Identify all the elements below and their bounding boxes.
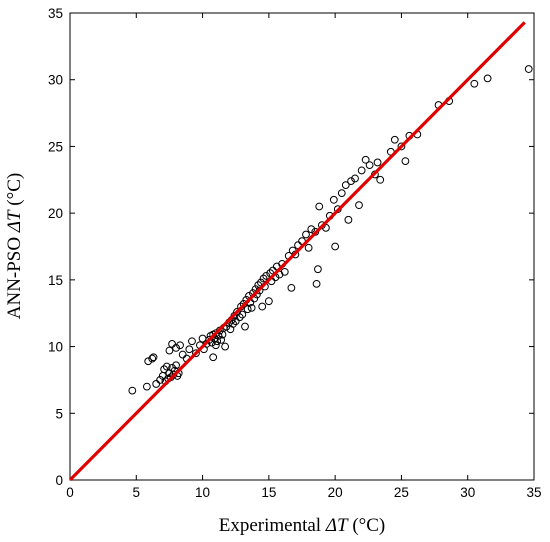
data-point bbox=[188, 337, 196, 346]
data-point bbox=[376, 175, 385, 184]
data-point bbox=[314, 265, 322, 274]
data-point bbox=[361, 155, 370, 164]
data-point bbox=[341, 181, 350, 190]
x-axis-title-prefix: Experimental bbox=[219, 515, 326, 536]
data-point bbox=[397, 142, 406, 151]
y-axis-title: ANN-PSO ΔT (°C) bbox=[4, 173, 25, 320]
data-point bbox=[176, 341, 184, 350]
data-point bbox=[390, 135, 399, 144]
data-point bbox=[205, 336, 214, 344]
y-tick-label: 25 bbox=[48, 139, 63, 154]
x-tick-label: 10 bbox=[195, 485, 210, 500]
data-point bbox=[347, 177, 355, 186]
data-point bbox=[128, 386, 137, 395]
y-axis-title-symbol: ΔT bbox=[4, 209, 25, 233]
data-point bbox=[483, 74, 492, 83]
data-point bbox=[351, 174, 359, 183]
data-point bbox=[209, 353, 218, 362]
data-point bbox=[264, 297, 273, 306]
data-point bbox=[235, 313, 244, 322]
data-point bbox=[185, 345, 194, 354]
data-point bbox=[156, 376, 165, 384]
data-point bbox=[213, 337, 222, 346]
data-point bbox=[172, 344, 180, 352]
x-tick-label: 5 bbox=[133, 485, 141, 500]
data-point bbox=[315, 202, 324, 211]
data-point bbox=[470, 79, 479, 88]
x-tick-label: 15 bbox=[261, 485, 276, 500]
y-tick-label: 30 bbox=[48, 73, 63, 88]
data-point bbox=[337, 189, 346, 198]
data-point bbox=[211, 341, 220, 350]
x-tick-labels: 0 5 10 15 20 25 30 35 bbox=[66, 485, 541, 500]
data-point bbox=[238, 310, 247, 319]
reference-line bbox=[68, 21, 526, 482]
data-point bbox=[241, 322, 249, 331]
data-point bbox=[247, 303, 256, 312]
y-tick-label: 10 bbox=[48, 340, 63, 355]
x-tick-label: 35 bbox=[526, 485, 541, 500]
data-point bbox=[373, 158, 382, 167]
data-point bbox=[307, 225, 316, 234]
data-point bbox=[178, 350, 187, 359]
data-point bbox=[344, 215, 353, 224]
data-point bbox=[259, 274, 268, 283]
data-point bbox=[149, 353, 158, 362]
data-point bbox=[221, 342, 230, 351]
data-point bbox=[365, 161, 374, 170]
y-axis-title-prefix: ANN-PSO bbox=[4, 232, 25, 319]
x-tick-label: 30 bbox=[460, 485, 475, 500]
data-point bbox=[231, 317, 240, 326]
x-axis-title-symbol: ΔT bbox=[325, 515, 349, 536]
y-tick-label: 20 bbox=[48, 206, 63, 221]
y-tick-label: 35 bbox=[48, 6, 63, 21]
data-point bbox=[160, 365, 169, 374]
x-tick-label: 20 bbox=[328, 485, 343, 500]
data-point bbox=[331, 242, 340, 251]
data-point bbox=[172, 361, 180, 370]
data-point bbox=[168, 340, 176, 348]
data-point bbox=[357, 166, 366, 175]
data-point bbox=[401, 157, 410, 166]
data-point bbox=[262, 271, 271, 280]
data-point bbox=[287, 283, 296, 292]
data-point bbox=[142, 382, 151, 391]
y-tick-label: 15 bbox=[48, 273, 63, 288]
data-point bbox=[280, 267, 289, 276]
data-point bbox=[217, 336, 226, 344]
y-tick-label: 5 bbox=[55, 406, 63, 421]
data-point bbox=[192, 349, 200, 358]
data-point bbox=[152, 380, 161, 388]
y-axis-title-suffix: (°C) bbox=[4, 173, 25, 211]
x-tick-label: 0 bbox=[66, 485, 74, 500]
data-point bbox=[524, 65, 533, 73]
y-tick-labels: 0 5 10 15 20 25 30 35 bbox=[48, 6, 63, 488]
data-point bbox=[258, 302, 267, 311]
data-point bbox=[229, 319, 237, 328]
data-point bbox=[355, 201, 363, 210]
data-point bbox=[165, 346, 174, 355]
data-point bbox=[312, 279, 321, 288]
x-axis-title-suffix: (°C) bbox=[348, 515, 386, 536]
axis-ticks bbox=[69, 12, 535, 481]
data-point bbox=[302, 230, 310, 239]
data-point bbox=[144, 357, 153, 366]
data-point bbox=[304, 243, 313, 252]
data-point bbox=[243, 305, 252, 314]
x-tick-label: 25 bbox=[394, 485, 409, 500]
y-tick-label: 0 bbox=[55, 473, 63, 488]
data-point bbox=[329, 195, 338, 204]
data-point bbox=[148, 354, 157, 363]
x-axis-title: Experimental ΔT (°C) bbox=[219, 515, 386, 536]
data-point bbox=[162, 362, 171, 371]
